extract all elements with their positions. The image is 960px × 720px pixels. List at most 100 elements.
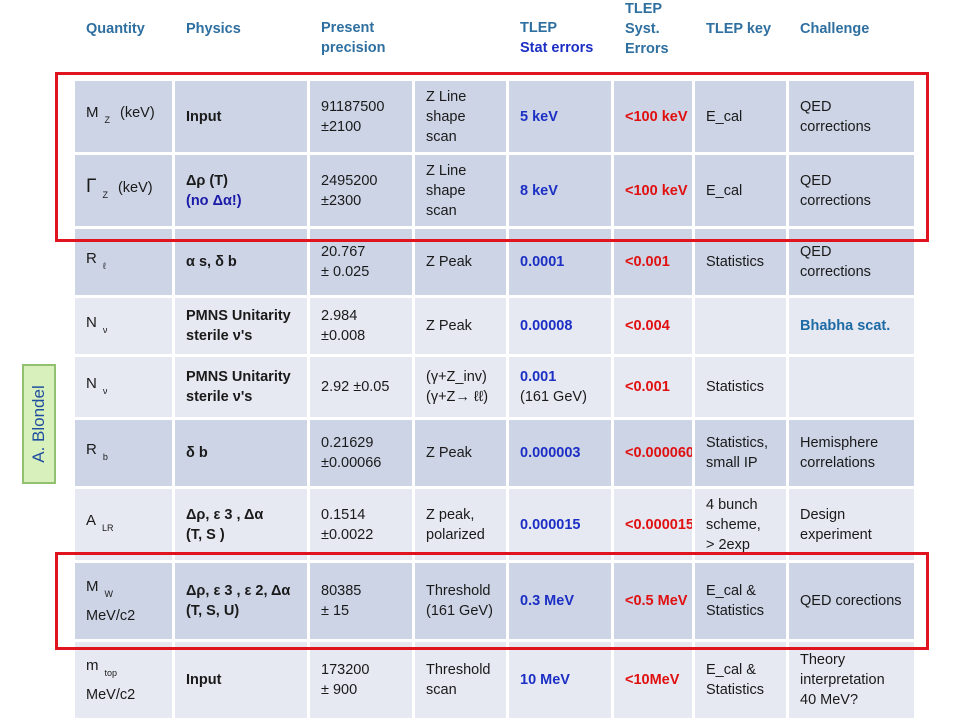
cell-challenge: QED corrections (789, 155, 914, 226)
cell-line: QED corections (800, 593, 902, 609)
cell-tlep-stat: 0.00008 (509, 298, 611, 354)
physics-line: (T, S ) (186, 526, 225, 543)
quantity-subscript: LR (102, 523, 114, 533)
cell-line: Hemisphere (800, 435, 879, 451)
cell-line: 0.1514 (321, 506, 366, 523)
header-challenge: Challenge (789, 0, 915, 68)
cell-precision: 0.21629 ±0.00066 (310, 420, 412, 486)
physics-line: sterile ν's (186, 389, 253, 405)
cell-challenge: Hemisphere correlations (789, 420, 914, 486)
cell-line: ±0.008 (321, 328, 366, 344)
cell-precision: 2495200 ±2300 (310, 155, 412, 226)
cell-line: ± 900 (321, 682, 358, 698)
cell-quantity: A LR (75, 489, 172, 560)
cell-line: scheme, (706, 516, 761, 533)
cell-line: 40 MeV? (800, 692, 859, 708)
cell-line: 80385 (321, 583, 362, 599)
cell-tlep-stat: 0.3 MeV (509, 563, 611, 639)
quantity-subscript: ℓ (102, 260, 106, 271)
header-tlep-stat: TLEP Stat errors (509, 0, 612, 78)
cell-line: Design (800, 506, 846, 523)
header-syst: PossibleTLEPSyst. Errors (614, 0, 693, 58)
cell-physics: Input (175, 642, 307, 718)
cell-line: Z peak, (426, 506, 475, 523)
cell-line: E_cal & (706, 662, 756, 678)
cell-physics: Δρ, ε 3 , ε 2, Δα (T, S, U) (175, 563, 307, 639)
cell-tlep-key (695, 298, 786, 354)
cell-line: QED (800, 244, 832, 260)
cell-challenge: QED corections (789, 563, 914, 639)
cell-line: Z Peak (426, 445, 472, 461)
quantity-subscript: ν (102, 385, 108, 396)
cell-physics: Δρ (T) (no Δα!) (175, 155, 307, 226)
cell-quantity: Γ Z (keV) (75, 155, 172, 226)
syst-value: <0.000015 (625, 516, 692, 533)
syst-value: <100 keV (625, 108, 688, 125)
cell-line: ±2300 (321, 192, 362, 209)
cell-tlep-stat: 0.001 (161 GeV) (509, 357, 611, 417)
cell-line: 91187500 (321, 98, 385, 115)
cell-line: precision (321, 40, 386, 56)
header-physics: Physics (175, 0, 308, 68)
cell-line: 173200 (321, 662, 370, 678)
cell-line: Z Peak (426, 254, 472, 270)
cell-line: 0.00008 (520, 318, 573, 334)
cell-quantity: M Z (keV) (75, 81, 172, 152)
cell-tlep-key: E_cal & Statistics (695, 563, 786, 639)
cell-physics: PMNS Unitarity sterile ν's (175, 298, 307, 354)
cell-line: Present (321, 20, 375, 36)
cell-line: 0.3 MeV (520, 593, 574, 609)
highlight-box-z-rows (55, 72, 929, 242)
header-tlep-key: TLEP key (695, 0, 787, 68)
cell-syst: <0.5 MeV (614, 563, 692, 639)
quantity-unit: MeV/c2 (86, 607, 136, 624)
cell-precision: 80385 ± 15 (310, 563, 412, 639)
cell-line: Z Line (426, 88, 467, 105)
cell-line: 2.92 ±0.05 (321, 379, 390, 395)
cell-line: shape (426, 182, 466, 199)
physics-line: PMNS Unitarity (186, 308, 291, 324)
cell-precision: 173200 ± 900 (310, 642, 412, 718)
syst-value: <100 keV (625, 182, 688, 199)
cell-line: TLEP (520, 20, 558, 36)
cell-precision: 91187500 ±2100 (310, 81, 412, 152)
physics-line: α s, δ b (186, 254, 237, 270)
quantity-unit: MeV/c2 (86, 686, 136, 703)
cell-tlep-stat: 5 keV (509, 81, 611, 152)
cell-line: correlations (800, 455, 875, 471)
cell-physics: Δρ, ε 3 , Δα (T, S ) (175, 489, 307, 560)
cell-line: QED (800, 172, 832, 189)
syst-value: <0.000060 (625, 445, 692, 461)
cell-challenge: Design experiment (789, 489, 914, 560)
quantity-subscript: W (104, 588, 114, 599)
highlight-box-mw-row (55, 552, 929, 650)
cell-line: ± 15 (321, 603, 350, 619)
author-label-text: A. Blondel (29, 385, 48, 463)
cell-challenge: QED corrections (789, 81, 914, 152)
quantity-symbol: A LR (86, 511, 172, 538)
syst-value: <0.004 (625, 318, 670, 334)
cell-line: (γ+Z_inv) (426, 369, 487, 385)
cell-line: QED (800, 98, 832, 115)
cell-line: 0.0001 (520, 254, 565, 270)
cell-syst: <0.001 (614, 357, 692, 417)
quantity-symbol: Γ Z (keV) (86, 176, 172, 205)
physics-line: (no Δα!) (186, 192, 242, 209)
cell-method: Z Line shape scan (415, 81, 506, 152)
cell-line: corrections (800, 264, 871, 280)
cell-line: Statistics (706, 379, 765, 395)
cell-line: ± 0.025 (321, 264, 370, 280)
cell-precision: 2.92 ±0.05 (310, 357, 412, 417)
cell-physics: PMNS Unitarity sterile ν's (175, 357, 307, 417)
quantity-letter: N (86, 374, 97, 392)
header-method (415, 0, 507, 78)
cell-line: Z Line (426, 162, 467, 179)
header-quantity: Quantity (75, 0, 173, 68)
quantity-symbol: m top (86, 656, 172, 683)
cell-line: E_cal & (706, 583, 756, 599)
cell-tlep-stat: 0.000003 (509, 420, 611, 486)
